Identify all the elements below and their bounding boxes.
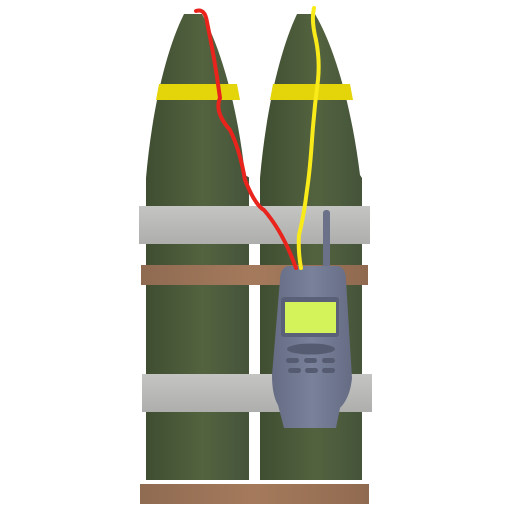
- phone-nav-button: [287, 343, 335, 355]
- left-shell-stripe: [156, 84, 240, 100]
- bottom-wood-band: [140, 484, 369, 504]
- upper-strap: [139, 206, 370, 244]
- phone-keypad: [286, 358, 335, 373]
- shell-gap: [249, 160, 260, 482]
- red-wire: [194, 8, 298, 270]
- yellow-wire: [296, 6, 321, 270]
- phone-antenna: [323, 210, 330, 270]
- phone-detonator: [272, 210, 352, 428]
- left-shell-body: [146, 14, 250, 480]
- phone-screen: [285, 302, 336, 333]
- right-shell-stripe: [270, 84, 353, 100]
